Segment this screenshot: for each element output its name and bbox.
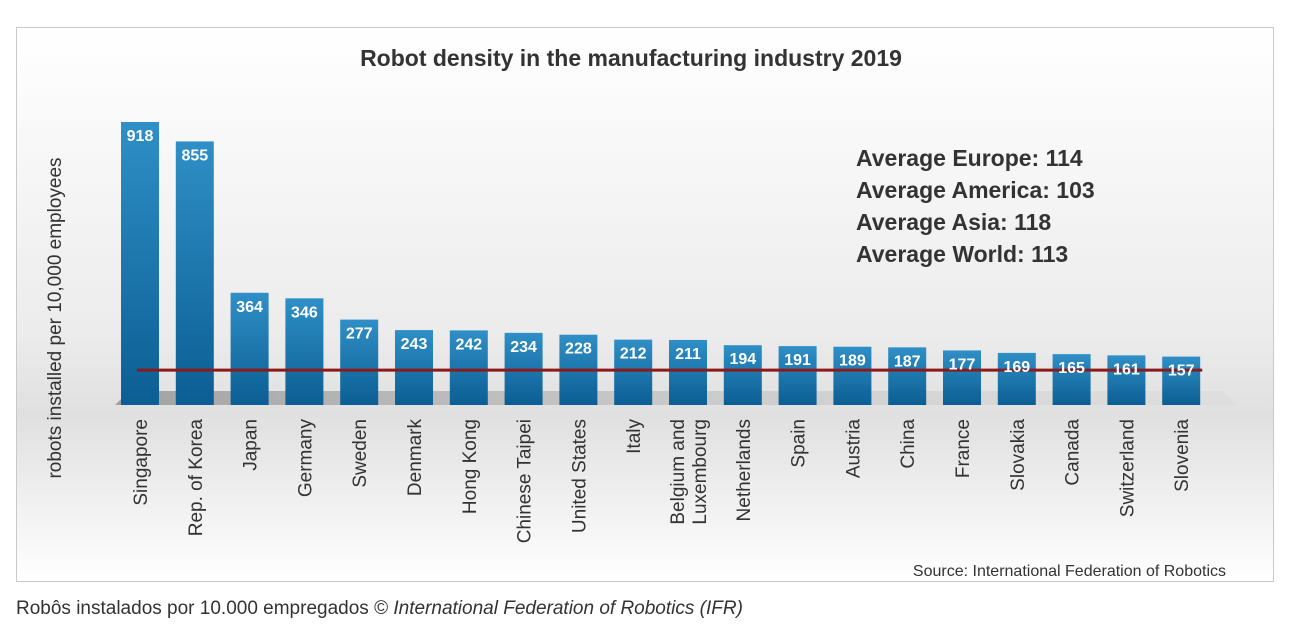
- x-tick-label-line: Austria: [843, 419, 864, 479]
- value-label: 194: [729, 351, 756, 368]
- x-tick-label: United States: [569, 419, 590, 533]
- x-tick-label: France: [953, 419, 974, 478]
- x-tick-label-line: Spain: [789, 419, 810, 468]
- value-label: 277: [346, 326, 373, 343]
- x-tick-label: Canada: [1063, 419, 1084, 486]
- caption-text: Robôs instalados por 10.000 empregados ©: [16, 598, 394, 619]
- x-tick-label: Rep. of Korea: [186, 419, 207, 537]
- x-tick-label-line: Italy: [624, 419, 645, 454]
- average-annotation: Average Asia: 118: [856, 209, 1051, 235]
- x-tick-label-line: Sweden: [350, 419, 371, 488]
- value-label: 177: [949, 356, 976, 373]
- x-tick-label: Germany: [295, 419, 316, 498]
- caption-source: International Federation of Robotics (IF…: [393, 598, 743, 619]
- x-tick-label: Belgium and Luxembourg: [668, 419, 711, 525]
- bar: [121, 122, 159, 405]
- x-tick-label-line: United States: [569, 419, 590, 533]
- x-tick-label-line: Switzerland: [1117, 419, 1138, 517]
- x-tick-label-line: Belgium and: [668, 419, 689, 525]
- x-tick-label: Sweden: [350, 419, 371, 488]
- value-label: 169: [1003, 359, 1030, 376]
- value-label: 161: [1113, 361, 1140, 378]
- bar: [340, 319, 379, 405]
- x-tick-label-line: Luxembourg: [690, 419, 711, 525]
- x-tick-label-line: Rep. of Korea: [186, 419, 207, 537]
- bar: [395, 330, 433, 405]
- bar: [888, 347, 927, 405]
- average-annotation: Average Europe: 114: [856, 145, 1083, 171]
- value-label: 346: [291, 304, 318, 321]
- x-tick-label-line: Singapore: [131, 419, 152, 506]
- value-label: 243: [401, 336, 428, 353]
- bar: [230, 292, 269, 405]
- x-tick-label: Italy: [624, 419, 645, 454]
- x-tick-label: Japan: [241, 419, 262, 471]
- value-label: 189: [839, 353, 866, 370]
- x-tick-label: Spain: [789, 419, 810, 468]
- value-label: 234: [510, 339, 537, 356]
- x-tick-label-line: Canada: [1063, 419, 1084, 486]
- x-tick-label-line: China: [898, 419, 919, 469]
- y-axis-label: robots installed per 10,000 employees: [45, 157, 66, 478]
- x-tick-label: Austria: [843, 419, 864, 479]
- source-note: Source: International Federation of Robo…: [913, 563, 1226, 580]
- bar: [723, 345, 762, 405]
- bar: [449, 330, 488, 405]
- chart-title: Robot density in the manufacturing indus…: [360, 45, 902, 71]
- x-tick-label: Denmark: [405, 419, 426, 497]
- bar: [778, 346, 817, 405]
- chart-background: [17, 28, 1273, 581]
- bar: [1107, 355, 1146, 405]
- x-tick-label-line: Germany: [295, 419, 316, 498]
- x-tick-label-line: Slovakia: [1008, 419, 1029, 491]
- value-label: 918: [127, 128, 154, 145]
- value-label: 165: [1058, 360, 1085, 377]
- bar: [943, 350, 981, 405]
- value-label: 212: [620, 346, 647, 363]
- value-label: 855: [181, 147, 208, 164]
- value-label: 187: [894, 353, 921, 370]
- bar: [833, 346, 872, 405]
- value-label: 191: [784, 352, 811, 369]
- x-tick-label-line: Chinese Taipei: [515, 419, 536, 543]
- x-tick-label: Hong Kong: [460, 419, 481, 514]
- x-tick-label-line: Netherlands: [734, 419, 755, 521]
- bar: [285, 298, 324, 405]
- bar: [175, 141, 214, 405]
- chart-frame: Robot density in the manufacturing indus…: [16, 27, 1274, 582]
- x-tick-label: Slovenia: [1172, 419, 1193, 492]
- bar-chart: Robot density in the manufacturing indus…: [17, 28, 1273, 581]
- bar: [997, 352, 1036, 405]
- value-label: 228: [565, 341, 592, 358]
- x-tick-label-line: France: [953, 419, 974, 478]
- x-tick-label-line: Hong Kong: [460, 419, 481, 514]
- x-tick-label-line: Denmark: [405, 419, 426, 497]
- x-tick-label: Singapore: [131, 419, 152, 506]
- x-tick-label-line: Slovenia: [1172, 419, 1193, 492]
- bar: [1162, 356, 1201, 405]
- value-label: 157: [1168, 363, 1195, 380]
- x-tick-label-line: Japan: [241, 419, 262, 471]
- bar: [1052, 354, 1091, 405]
- average-annotation: Average America: 103: [856, 177, 1095, 203]
- x-tick-label: Switzerland: [1117, 419, 1138, 517]
- x-tick-label: China: [898, 419, 919, 469]
- x-tick-label: Slovakia: [1008, 419, 1029, 491]
- average-annotation: Average World: 113: [856, 241, 1068, 267]
- value-label: 364: [236, 299, 263, 316]
- value-label: 242: [455, 336, 482, 353]
- figure-caption: Robôs instalados por 10.000 empregados ©…: [16, 598, 743, 620]
- x-tick-label: Chinese Taipei: [515, 419, 536, 543]
- bar: [669, 339, 707, 405]
- bar: [614, 339, 653, 405]
- value-label: 211: [675, 346, 701, 363]
- x-tick-label: Netherlands: [734, 419, 755, 521]
